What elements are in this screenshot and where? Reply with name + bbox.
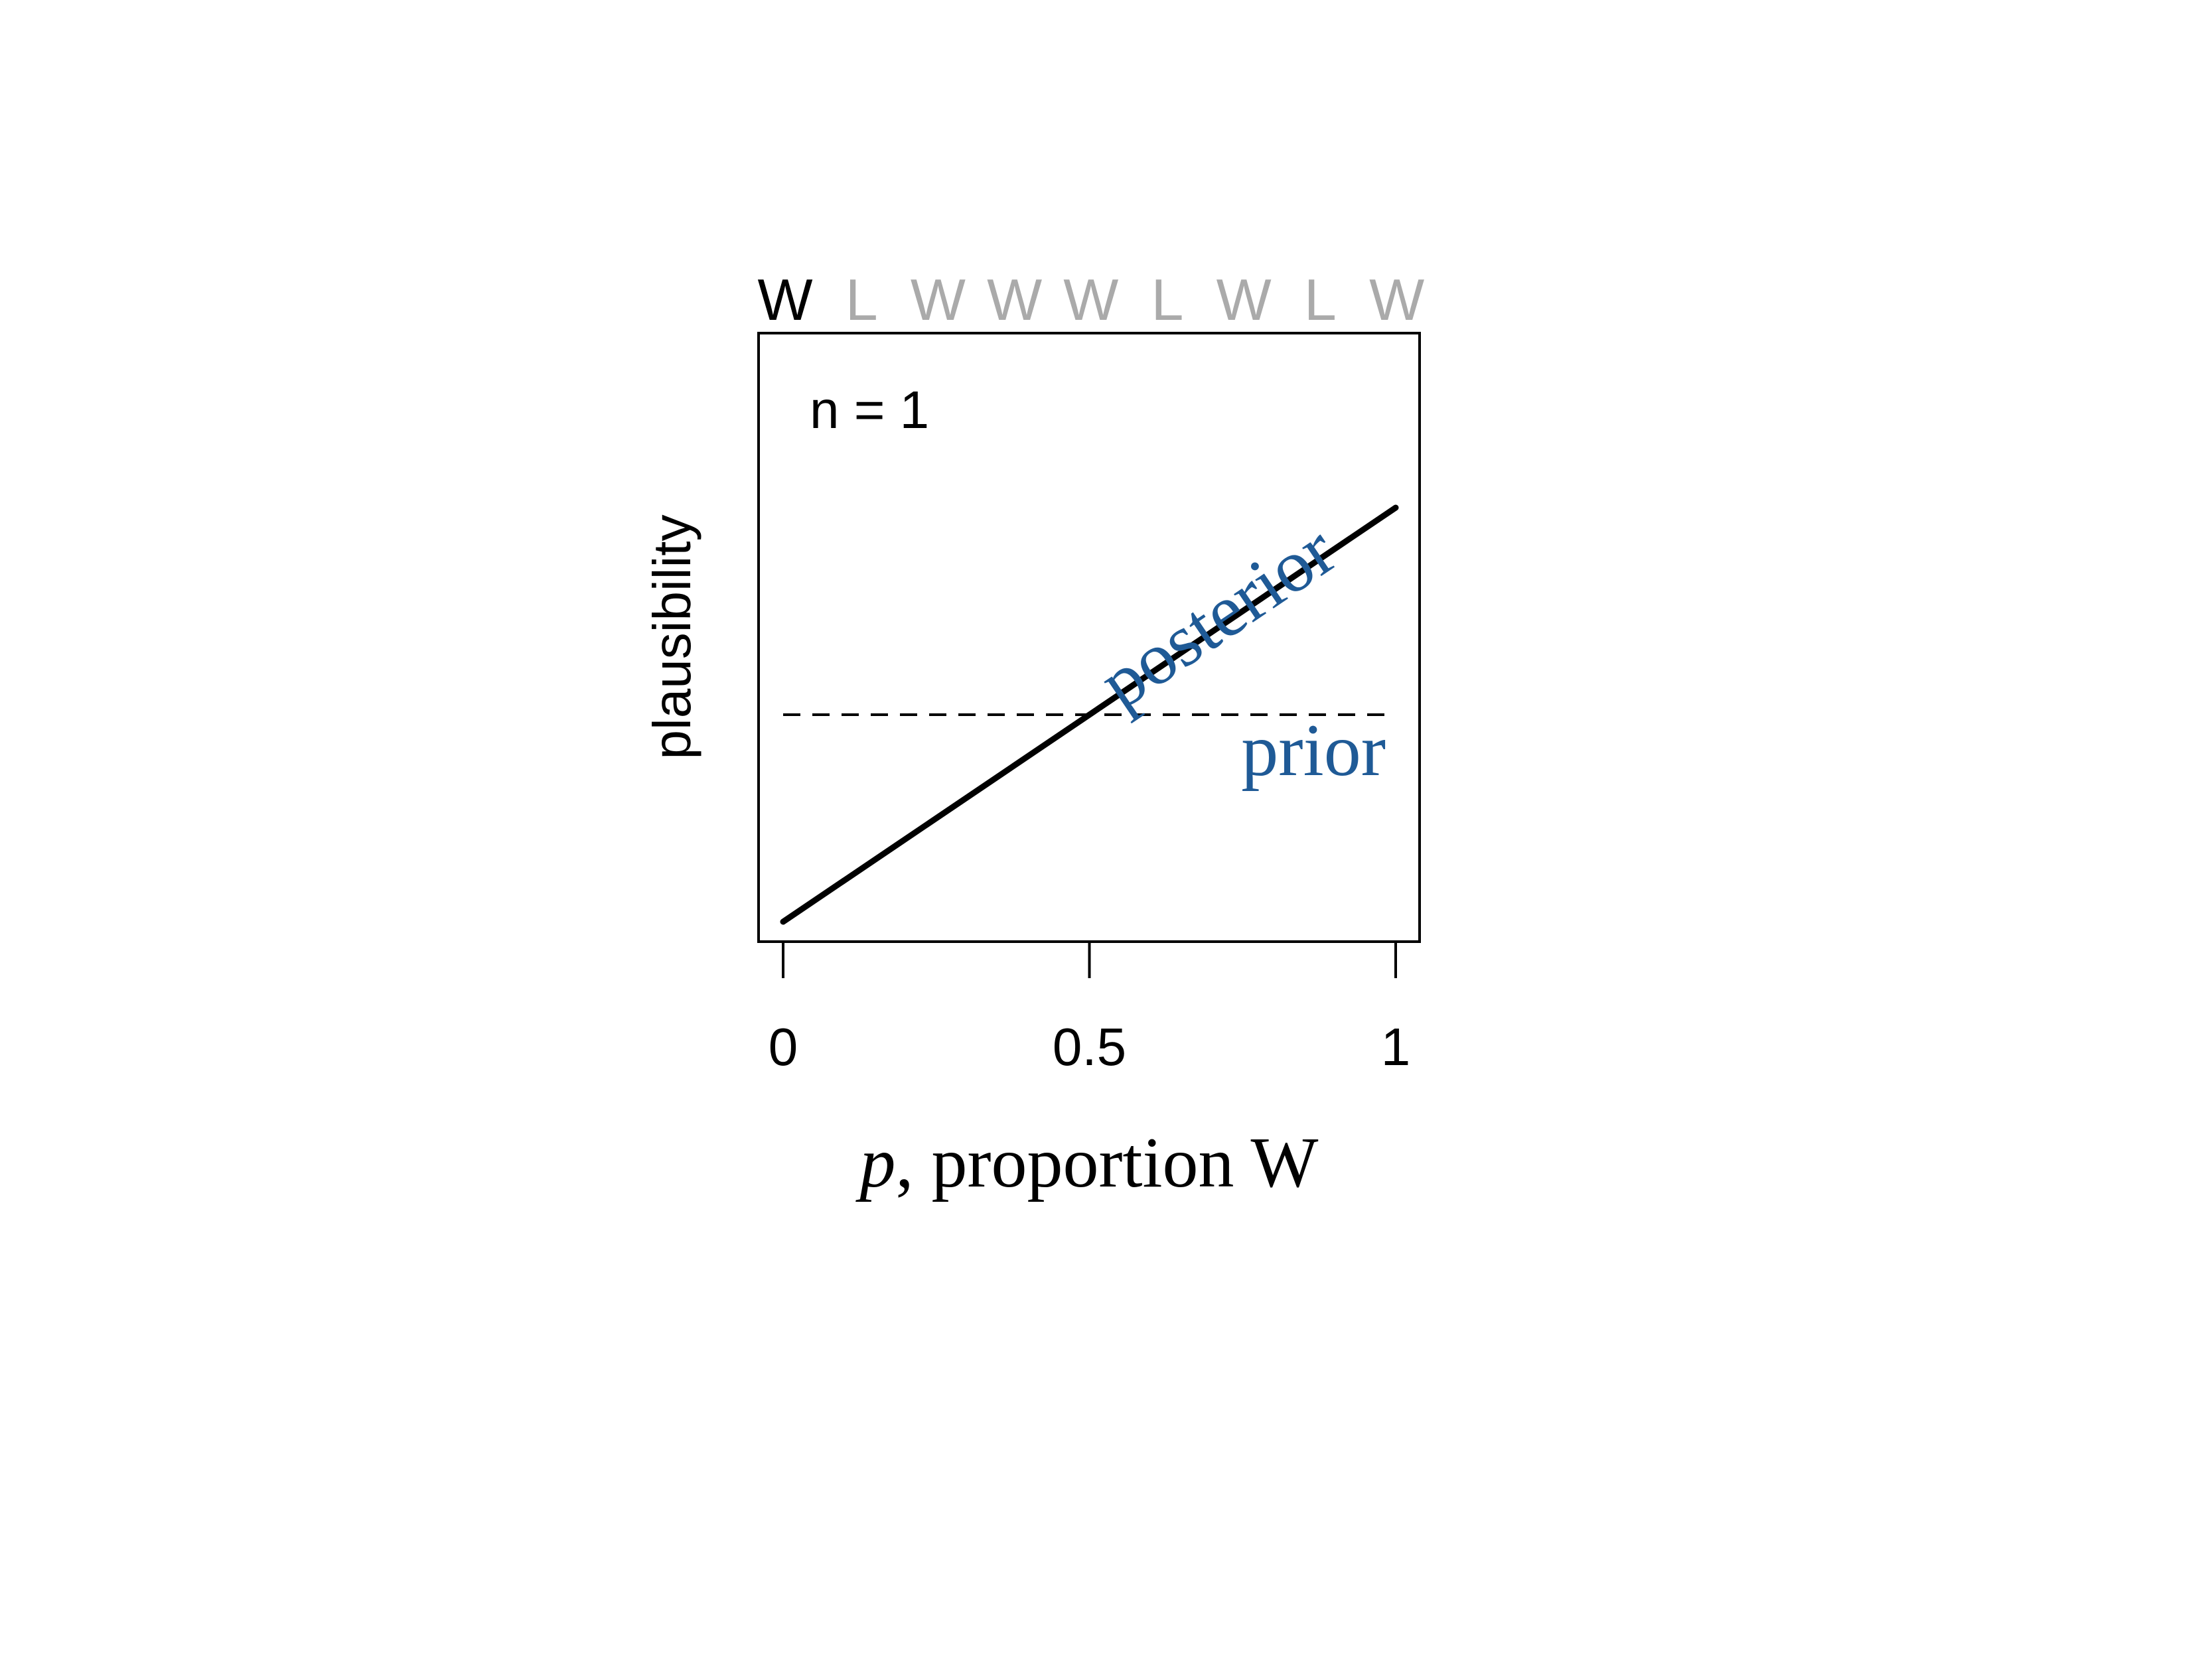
- sequence-item-2: W: [911, 267, 966, 332]
- sequence-item-0: W: [757, 267, 812, 332]
- sequence-item-6: W: [1217, 267, 1272, 332]
- x-tick-label-0: 0: [769, 1017, 798, 1076]
- x-axis: 0 0.5 1: [769, 942, 1411, 1076]
- y-axis-label: plausibility: [642, 514, 701, 759]
- x-tick-label-2: 1: [1381, 1017, 1411, 1076]
- sequence-item-7: L: [1304, 267, 1337, 332]
- sequence-item-8: W: [1369, 267, 1424, 332]
- sequence-item-1: L: [846, 267, 878, 332]
- sample-size-annotation: n = 1: [810, 380, 929, 439]
- x-axis-label-text: , proportion W: [896, 1123, 1319, 1202]
- prior-label: prior: [1241, 709, 1386, 792]
- sequence-item-5: L: [1151, 267, 1184, 332]
- sequence-item-3: W: [987, 267, 1042, 332]
- x-axis-label-variable: p: [855, 1123, 896, 1202]
- posterior-line: [780, 504, 1399, 925]
- sequence-item-4: W: [1063, 267, 1118, 332]
- x-axis-label: p, proportion W: [855, 1123, 1319, 1202]
- x-tick-label-1: 0.5: [1053, 1017, 1126, 1076]
